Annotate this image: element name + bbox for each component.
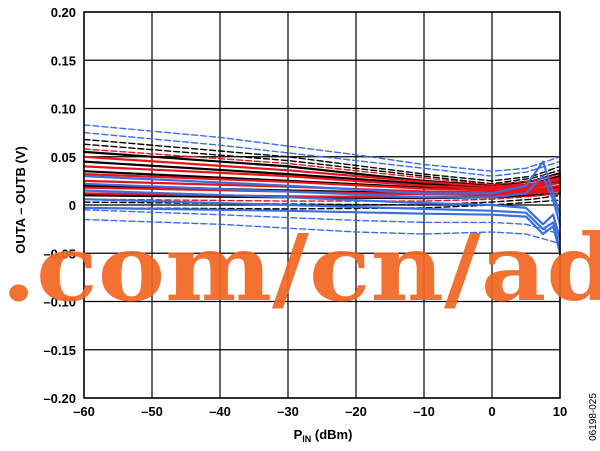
x-tick-label-7: 10 [553, 404, 567, 419]
series-black-8 [83, 199, 561, 210]
y-tick-label-8: –0.20 [43, 391, 76, 406]
x-tick-label-3: –30 [277, 404, 299, 419]
x-tick-label-1: –50 [141, 404, 163, 419]
series-red-12 [82, 179, 562, 194]
figure-id: 06198-025 [588, 393, 599, 441]
x-axis-label: PIN (dBm) [294, 427, 353, 444]
x-tick-label-4: –20 [345, 404, 367, 419]
y-tick-label-7: –0.15 [43, 343, 76, 358]
series-red-11 [82, 173, 562, 192]
series-blue-22 [83, 124, 561, 172]
series-red-15 [83, 148, 561, 186]
x-tick-label-0: –60 [73, 404, 95, 419]
series-blue-18 [82, 175, 562, 226]
x-axis-label-unit: (dBm) [311, 427, 352, 442]
x-tick-label-5: –10 [413, 404, 435, 419]
plot-frame [83, 11, 561, 399]
x-tick-label-2: –40 [209, 404, 231, 419]
y-tick-label-3: 0.05 [51, 150, 76, 165]
y-tick-label-1: 0.15 [51, 53, 76, 68]
x-axis-label-main: P [294, 427, 303, 442]
series-blue-17 [82, 160, 562, 216]
series-blue-25 [83, 218, 561, 245]
series-blue-24 [83, 209, 561, 235]
watermark: .com/cn/ad [1, 214, 600, 322]
series-blue-21 [82, 206, 562, 255]
series-red-10 [82, 165, 562, 190]
series-red-16 [83, 192, 561, 202]
y-axis-label: OUTA – OUTB (V) [13, 146, 28, 254]
y-tick-label-6: –0.10 [43, 295, 76, 310]
series-layer [82, 124, 562, 255]
x-axis-label-subscript: IN [302, 434, 311, 444]
series-blue-23 [83, 131, 561, 177]
series-blue-20 [82, 198, 562, 250]
y-tick-labels: 0.20 0.15 0.10 0.05 0 –0.05 –0.10 –0.15 –0.20 [43, 5, 76, 406]
y-tick-label-2: 0.10 [51, 102, 76, 117]
x-tick-label-6: 0 [488, 404, 495, 419]
y-tick-label-5: –0.05 [43, 246, 76, 261]
x-tick-labels: –60 –50 –40 –30 –20 –10 0 10 [73, 404, 567, 419]
y-tick-label-0: 0.20 [51, 5, 76, 20]
series-blue-19 [82, 189, 562, 240]
y-tick-label-4: 0 [69, 198, 76, 213]
series-black-5 [83, 138, 561, 182]
series-black-6 [83, 143, 561, 185]
